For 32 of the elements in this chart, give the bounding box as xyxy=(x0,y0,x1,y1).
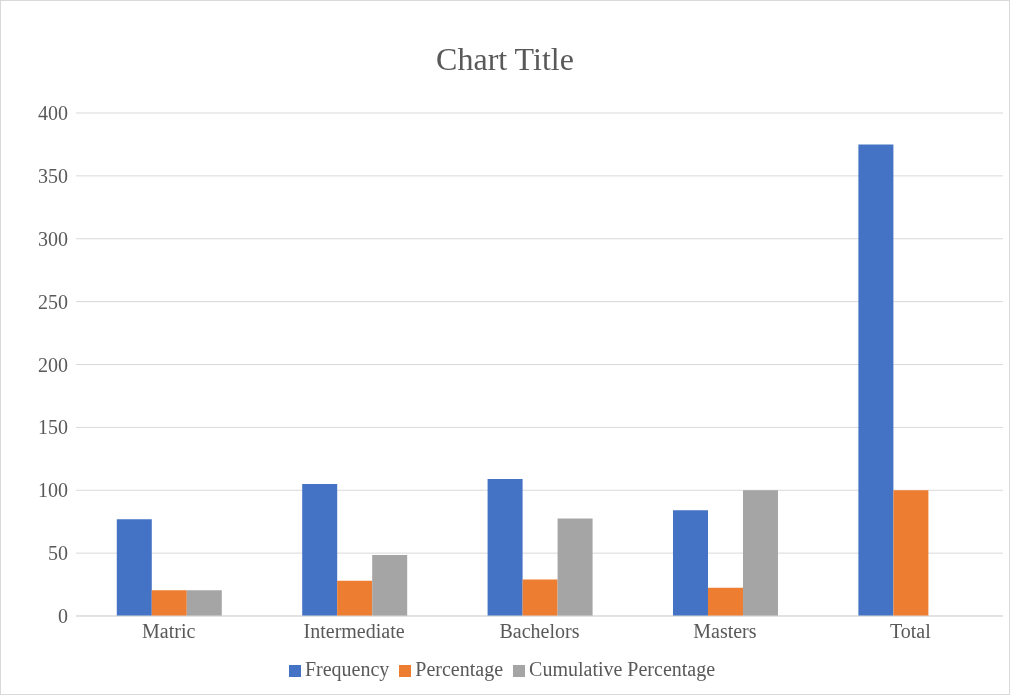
bar xyxy=(672,510,708,616)
y-tick-label: 0 xyxy=(58,605,68,628)
bar xyxy=(742,490,778,616)
y-tick-label: 350 xyxy=(38,164,68,187)
y-tick-label: 200 xyxy=(38,353,68,376)
y-tick-label: 250 xyxy=(38,290,68,313)
bar xyxy=(372,555,408,616)
bar xyxy=(487,478,523,616)
x-tick-label: Bachelors xyxy=(499,620,580,643)
bar xyxy=(893,490,929,616)
bar xyxy=(302,483,338,616)
bar xyxy=(707,587,743,616)
bar xyxy=(186,590,222,616)
x-tick-label: Intermediate xyxy=(303,620,405,643)
bar xyxy=(116,519,152,616)
y-tick-label: 50 xyxy=(48,542,68,565)
bar xyxy=(151,590,187,616)
legend-label: Frequency xyxy=(304,658,390,680)
y-tick-label: 300 xyxy=(38,227,68,250)
x-tick-label: Total xyxy=(889,620,932,643)
x-tick-label: Masters xyxy=(693,620,757,643)
legend-label: Cumulative Percentage xyxy=(529,658,716,680)
y-tick-label: 400 xyxy=(38,102,68,125)
y-tick-label: 150 xyxy=(38,416,68,439)
bar xyxy=(858,144,894,616)
bar xyxy=(522,579,558,616)
bar xyxy=(337,580,373,616)
bar xyxy=(557,518,593,616)
legend-label: Percentage xyxy=(415,658,504,680)
chart-title: Chart Title xyxy=(435,41,575,78)
y-tick-label: 100 xyxy=(38,479,68,502)
x-tick-label: Matric xyxy=(142,620,196,643)
